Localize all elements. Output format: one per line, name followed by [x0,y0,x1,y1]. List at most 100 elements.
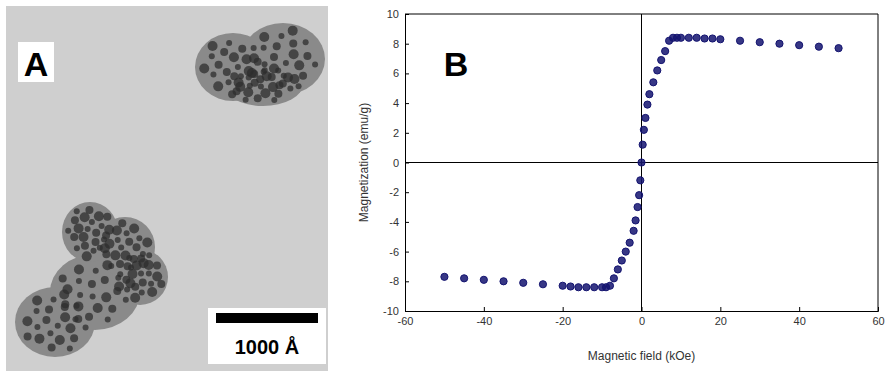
grain [103,213,111,221]
point [646,91,653,98]
grain [118,245,124,251]
data-points [441,34,842,291]
tick-label: 4 [393,97,399,109]
tick-label: 0 [639,315,645,327]
grain [269,63,279,73]
grain [42,316,50,324]
grain [254,94,262,102]
tick: -10 [383,305,409,317]
grain [79,232,89,242]
grain [260,88,270,98]
grain [261,69,267,75]
grain [271,97,277,103]
point [815,43,822,50]
tick-mark [405,281,409,282]
point [701,35,708,42]
grain [91,248,97,254]
label-patch [438,42,474,82]
point [662,48,669,55]
grain [251,45,257,51]
point [480,276,487,283]
grain [81,242,89,250]
plot-ground [405,14,878,311]
grain [92,238,100,246]
point [736,37,743,44]
point [640,126,647,133]
figure: A1000 Å-60-40-200204060-10-8-6-4-2024681… [0,0,894,375]
grain [136,235,142,241]
grain [259,32,269,42]
grain [124,230,130,236]
point [632,217,639,224]
particle-blob [112,249,168,305]
grain [137,254,145,262]
grain [256,75,264,83]
grain [74,223,84,233]
grain [71,216,79,224]
grain [289,39,297,47]
grain [273,42,281,50]
point [575,284,582,291]
tick-mark [405,252,409,253]
point [658,56,665,63]
grain [108,263,114,269]
point [583,284,590,291]
grain [249,53,259,63]
grain [223,68,231,76]
grain [105,317,111,323]
tick-label: 6 [393,67,399,79]
grain [130,293,140,303]
grain [274,90,282,98]
grain [153,261,161,269]
x-axis-title: Magnetic field (kOe) [588,349,695,363]
tick-label: 0 [393,157,399,169]
grain [210,71,216,77]
grain [65,323,75,333]
grain [125,238,133,246]
point [638,159,645,166]
particle-blob [95,217,155,277]
grain [131,283,139,291]
grain [24,332,32,340]
point [539,281,546,288]
grain [101,276,109,284]
grain [93,303,103,313]
grain [281,73,287,79]
grain [82,251,92,261]
point [693,34,700,41]
grain [142,237,152,247]
point [650,79,657,86]
point [776,40,783,47]
tick: -20 [555,307,571,327]
grain [34,334,44,344]
grain [261,45,267,51]
grain [199,63,209,73]
tick-mark [405,103,409,104]
tick-mark [484,307,485,311]
grain [74,245,80,251]
particle-blob [62,202,118,262]
particle-blob [223,62,303,106]
point [630,227,637,234]
grain [233,87,241,95]
grain [213,81,223,91]
grain [139,290,145,296]
grain [34,308,40,314]
point [500,278,507,285]
grain [133,243,141,251]
point [639,141,646,148]
particle-blob [50,254,140,330]
grain [243,97,249,103]
grain [208,41,218,51]
grain [72,316,78,322]
grain [115,237,121,243]
grain [51,297,57,303]
tick-label: 40 [794,315,806,327]
grain [60,312,70,322]
point [567,283,574,290]
grain [74,208,80,214]
tick-label: -40 [476,315,492,327]
tick-mark [720,307,721,311]
grain [303,39,309,45]
grain [279,79,287,87]
